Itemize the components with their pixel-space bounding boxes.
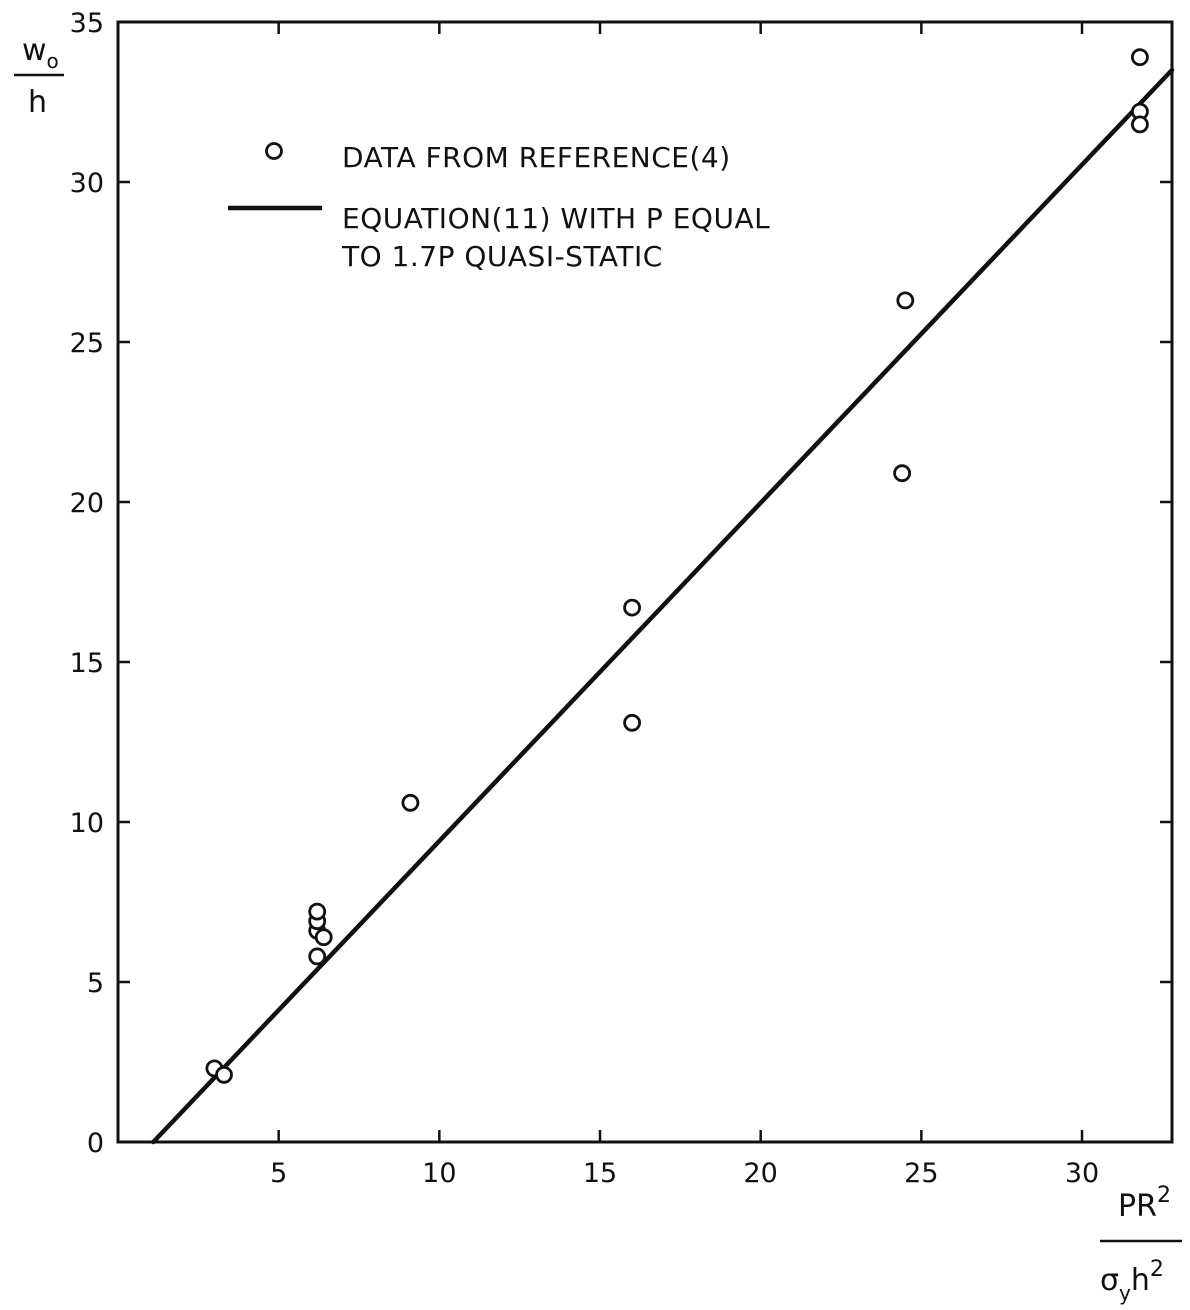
y-axis-label-numerator: wo — [22, 33, 59, 73]
legend-label-points: DATA FROM REFERENCE(4) — [342, 141, 731, 174]
data-point — [1131, 115, 1149, 134]
fit-line — [151, 67, 1175, 1145]
y-axis-label: wo h — [14, 33, 64, 120]
y-tick-label: 35 — [70, 8, 104, 39]
x-tick-label: 15 — [583, 1158, 617, 1189]
x-axis-label-denominator: σyh2 — [1100, 1257, 1164, 1305]
data-point — [215, 1065, 233, 1084]
x-tick-label: 5 — [270, 1158, 287, 1189]
y-tick-label: 20 — [70, 488, 104, 519]
legend-label-line: EQUATION(11) WITH P EQUAL — [342, 202, 770, 235]
data-point — [308, 902, 327, 921]
y-tick-label: 10 — [70, 808, 104, 839]
legend-label-line: TO 1.7P QUASI-STATIC — [341, 240, 663, 273]
x-tick-label: 25 — [904, 1158, 938, 1189]
fit-line-group — [151, 67, 1175, 1145]
x-tick-label: 20 — [744, 1158, 778, 1189]
y-axis-label-denominator: h — [28, 85, 47, 120]
data-point — [896, 291, 915, 310]
data-point — [401, 793, 420, 812]
x-axis-label-numerator: PR2 — [1118, 1183, 1171, 1224]
data-point — [623, 713, 641, 732]
x-tick-label: 10 — [422, 1158, 456, 1189]
x-tick-label: 30 — [1065, 1158, 1099, 1189]
data-point — [893, 464, 911, 483]
plot-border — [116, 20, 1174, 1144]
data-point — [1131, 48, 1149, 67]
axis-ticks: 5 10 15 20 25 30 0 5 10 15 20 25 30 35 — [70, 8, 1172, 1189]
y-tick-label: 30 — [70, 168, 104, 199]
plot-frame — [116, 20, 1174, 1144]
x-axis-label: PR2 σyh2 — [1100, 1183, 1182, 1305]
y-tick-label: 5 — [87, 968, 104, 999]
data-points — [205, 48, 1149, 1084]
y-tick-label: 15 — [70, 648, 104, 679]
data-point — [314, 928, 333, 947]
data-point — [308, 947, 327, 966]
data-point — [623, 598, 641, 617]
y-tick-label: 0 — [87, 1128, 104, 1159]
legend: DATA FROM REFERENCE(4) EQUATION(11) WITH … — [228, 141, 770, 273]
y-tick-label: 25 — [70, 328, 104, 359]
legend-marker-points — [265, 142, 283, 160]
